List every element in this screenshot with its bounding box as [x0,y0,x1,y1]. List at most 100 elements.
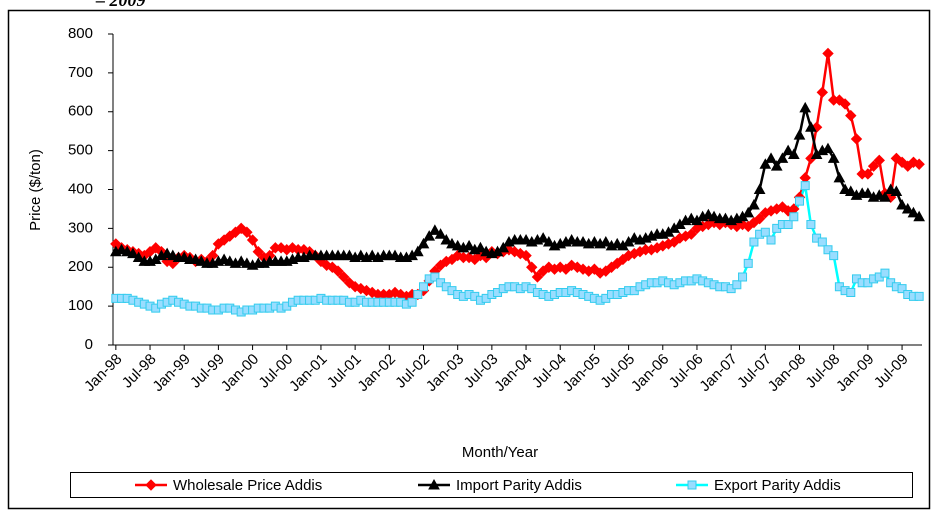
legend-label: Import Parity Addis [456,477,582,494]
data-point [845,109,857,122]
data-point [132,251,145,263]
data-point [360,284,373,297]
data-point [896,199,908,210]
data-point [577,263,589,275]
data-point [748,199,760,210]
data-point [407,297,417,307]
data-point [235,222,247,235]
data-point [275,242,287,254]
legend-marker [687,480,697,490]
data-point [839,98,851,110]
data-point [599,235,612,247]
data-point [732,280,742,290]
data-point [326,261,339,273]
legend-label: Export Parity Addis [714,477,841,494]
data-point [844,185,857,196]
data-point [411,245,424,257]
data-point [913,210,926,222]
data-point [890,185,903,196]
data-point [833,171,846,183]
legend-box [70,472,913,498]
data-point [890,152,903,165]
data-point [799,101,812,113]
legend-marker [428,478,440,490]
data-point [795,196,805,206]
data-point [907,156,920,168]
y-tick-label: 600 [68,103,93,120]
legend-marker [145,479,157,491]
data-point [787,148,800,160]
data-point [800,181,810,191]
data-point [543,261,555,273]
data-point [759,158,772,169]
y-tick-label: 300 [68,219,93,236]
data-point [497,241,510,253]
data-point [514,247,527,260]
data-point [246,234,259,246]
data-point [873,154,885,167]
data-point [879,191,891,202]
data-point [738,272,748,282]
x-axis-title: Month/Year [462,444,538,461]
data-point [789,212,799,222]
data-point [827,152,840,163]
data-point [753,212,766,225]
data-point [349,280,361,293]
data-point [913,158,925,170]
data-point [413,289,423,299]
y-tick-label: 700 [68,64,93,81]
y-tick-label: 200 [68,258,93,275]
y-axis-title: Price ($/ton) [27,149,44,231]
data-point [526,261,538,273]
data-point [429,224,441,235]
data-point [816,86,829,99]
data-point [783,219,793,229]
data-point [417,237,430,249]
data-point [749,237,759,247]
data-point [770,160,783,171]
data-point [150,242,162,254]
data-point [434,228,447,239]
data-point [743,258,753,268]
data-point [782,144,794,156]
data-point [241,226,253,238]
data-point [862,187,874,198]
data-point [554,261,566,273]
data-point [531,271,544,283]
y-tick-label: 500 [68,142,93,159]
data-point [760,227,770,237]
data-point [742,206,755,218]
data-point [463,239,475,251]
data-point [829,251,839,261]
data-point [127,247,139,259]
data-point [440,234,453,245]
data-point [862,168,874,180]
chart-title: – 2009 [95,0,146,10]
y-tick-label: 100 [68,297,93,314]
data-point [896,156,908,168]
data-point [776,152,789,163]
data-point [338,271,350,283]
data-point [474,241,487,253]
data-point [907,206,920,218]
data-point [423,230,436,241]
data-point [766,235,776,245]
data-point [366,286,378,299]
data-point [867,160,880,172]
data-point [286,242,299,254]
data-point [252,245,264,258]
data-point [805,121,817,132]
data-point [806,219,816,229]
data-point [901,202,914,214]
data-point [822,47,834,60]
data-point [850,133,863,145]
data-point [332,265,344,277]
data-point [776,201,789,213]
data-point [537,232,549,243]
y-tick-label: 400 [68,180,93,197]
data-point [846,288,856,298]
data-point [542,235,555,247]
data-point [765,152,777,163]
data-point [833,94,846,106]
